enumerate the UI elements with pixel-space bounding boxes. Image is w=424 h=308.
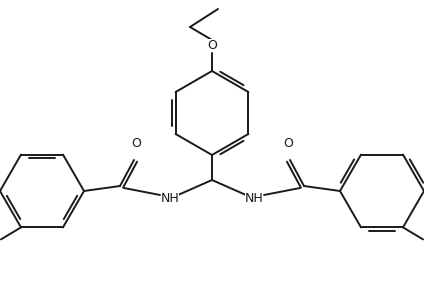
Text: O: O [207,38,217,51]
Text: O: O [283,137,293,150]
Text: NH: NH [245,192,263,205]
Text: O: O [131,137,141,150]
Text: NH: NH [161,192,179,205]
